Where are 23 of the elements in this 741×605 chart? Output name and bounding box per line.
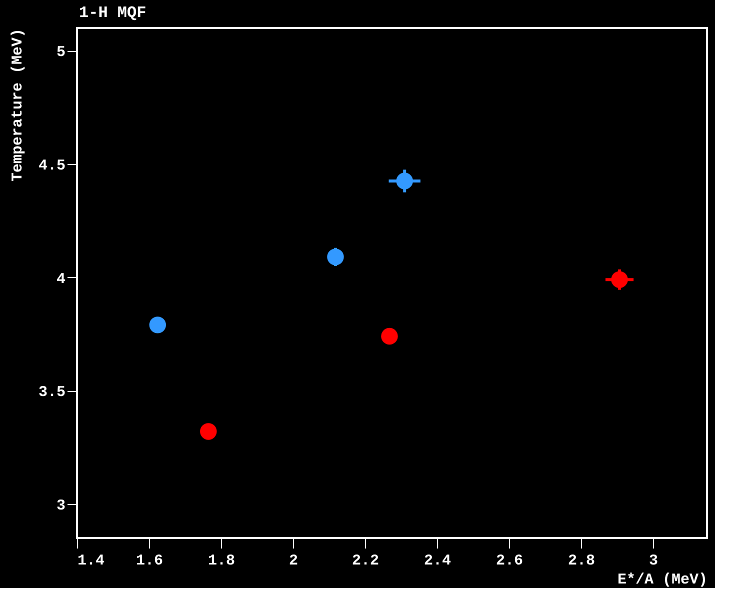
chart-title: 1-H MQF <box>78 4 146 22</box>
point <box>611 271 628 288</box>
x-tick-label: 1.6 <box>136 552 164 570</box>
y-tick-label: 4.5 <box>38 158 66 174</box>
point <box>200 423 217 440</box>
point <box>327 248 344 266</box>
point <box>381 328 398 345</box>
x-tick-label: 2.4 <box>424 552 452 570</box>
x-tick-label: 2.6 <box>496 552 524 570</box>
y-tick-label: 3 <box>56 498 66 514</box>
y-axis-title: Temperature (MeV) <box>9 28 26 182</box>
point <box>149 316 166 334</box>
point <box>396 172 413 190</box>
y-tick-label: 4 <box>56 270 66 288</box>
x-axis-title: E*/A (MeV) <box>617 572 708 588</box>
x-tick-label: 2 <box>288 552 298 570</box>
x-tick-label: 2.8 <box>568 552 596 570</box>
y-tick-label: 5 <box>56 44 66 62</box>
x-tick-label: 1.8 <box>208 552 236 570</box>
x-tick-label: 2.2 <box>352 552 380 570</box>
x-tick-label: 3 <box>648 552 658 570</box>
y-tick-label: 3.5 <box>38 384 66 402</box>
x-tick-label: 1.4 <box>78 552 105 570</box>
